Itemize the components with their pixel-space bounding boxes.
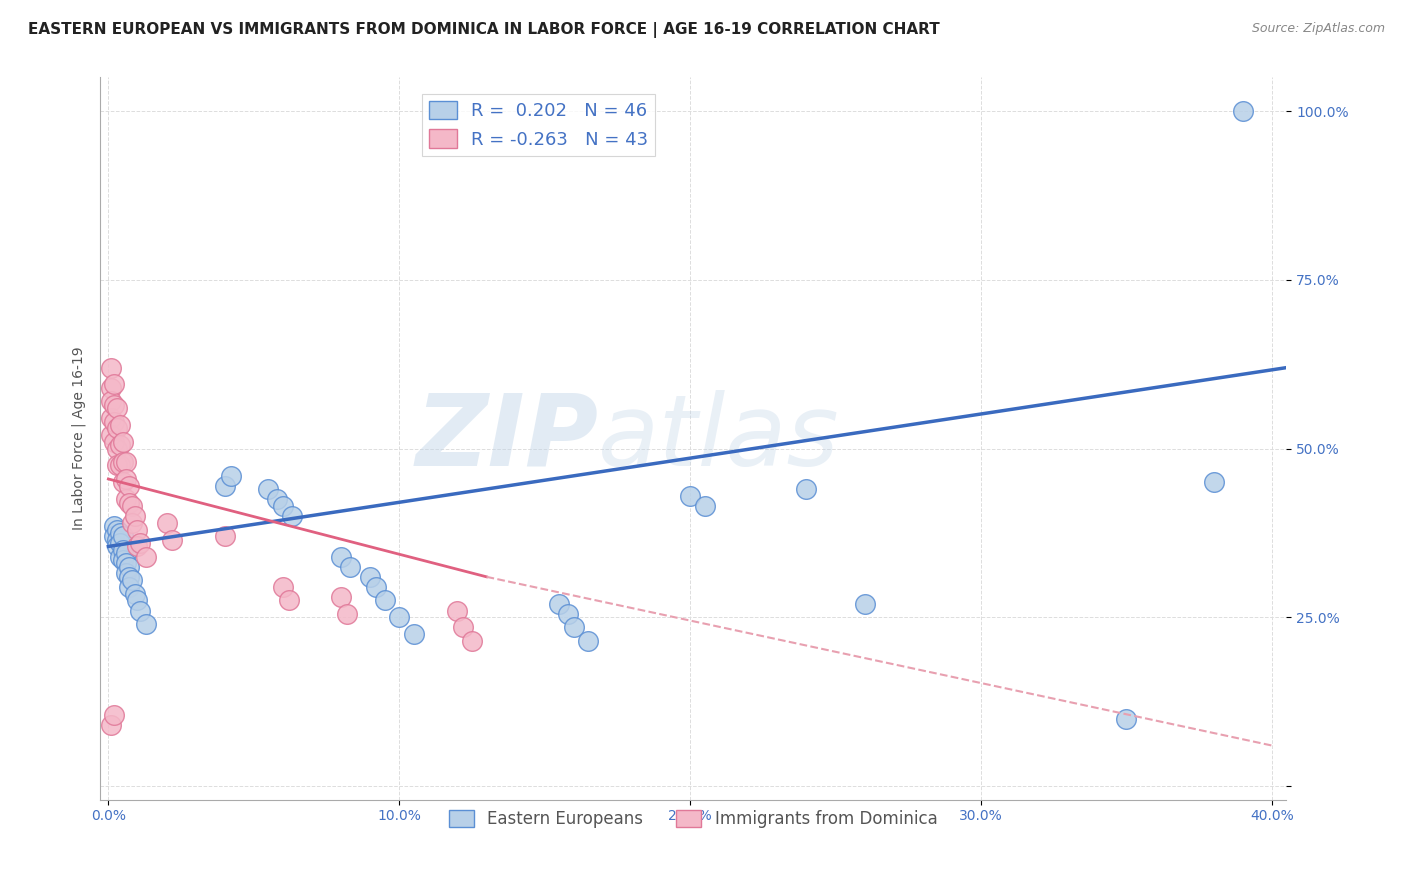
Point <box>111 529 134 543</box>
Point <box>114 566 136 581</box>
Point <box>1202 475 1225 490</box>
Point <box>693 499 716 513</box>
Point <box>105 540 128 554</box>
Point <box>100 718 122 732</box>
Point <box>103 434 125 449</box>
Point <box>364 580 387 594</box>
Point <box>100 428 122 442</box>
Y-axis label: In Labor Force | Age 16-19: In Labor Force | Age 16-19 <box>72 347 86 530</box>
Point <box>271 580 294 594</box>
Point <box>100 381 122 395</box>
Point <box>359 570 381 584</box>
Point <box>105 533 128 547</box>
Point <box>108 549 131 564</box>
Point <box>118 479 141 493</box>
Point <box>127 593 149 607</box>
Text: ZIP: ZIP <box>415 390 598 487</box>
Text: Source: ZipAtlas.com: Source: ZipAtlas.com <box>1251 22 1385 36</box>
Point <box>124 509 146 524</box>
Point <box>118 580 141 594</box>
Point <box>118 559 141 574</box>
Point <box>111 542 134 557</box>
Point <box>103 519 125 533</box>
Point <box>461 634 484 648</box>
Point <box>853 597 876 611</box>
Point <box>103 415 125 429</box>
Point <box>108 525 131 540</box>
Point <box>576 634 599 648</box>
Point <box>135 549 157 564</box>
Point <box>336 607 359 621</box>
Point <box>100 394 122 409</box>
Point <box>114 492 136 507</box>
Point <box>108 417 131 432</box>
Point <box>214 529 236 543</box>
Point <box>548 597 571 611</box>
Point <box>402 627 425 641</box>
Point <box>257 482 280 496</box>
Point <box>127 523 149 537</box>
Point <box>129 603 152 617</box>
Point <box>1232 104 1254 119</box>
Point <box>121 573 143 587</box>
Point <box>127 540 149 554</box>
Point <box>271 499 294 513</box>
Point <box>105 421 128 435</box>
Point <box>330 549 353 564</box>
Point <box>562 620 585 634</box>
Point <box>100 411 122 425</box>
Point <box>330 590 353 604</box>
Point <box>339 559 361 574</box>
Point <box>121 516 143 530</box>
Point <box>121 499 143 513</box>
Point <box>103 529 125 543</box>
Point <box>374 593 396 607</box>
Point <box>446 603 468 617</box>
Point <box>103 708 125 723</box>
Point <box>108 458 131 473</box>
Point <box>100 360 122 375</box>
Point <box>108 438 131 452</box>
Point <box>135 617 157 632</box>
Point <box>219 468 242 483</box>
Point <box>277 593 299 607</box>
Point <box>118 495 141 509</box>
Point <box>111 475 134 490</box>
Point <box>679 489 702 503</box>
Point <box>103 377 125 392</box>
Point <box>155 516 177 530</box>
Point <box>1115 712 1137 726</box>
Point <box>111 455 134 469</box>
Point <box>266 492 288 507</box>
Point <box>105 523 128 537</box>
Point <box>114 557 136 571</box>
Point <box>105 442 128 456</box>
Point <box>118 570 141 584</box>
Point <box>124 587 146 601</box>
Point <box>451 620 474 634</box>
Point <box>214 479 236 493</box>
Point <box>129 536 152 550</box>
Point <box>388 610 411 624</box>
Point <box>114 455 136 469</box>
Point <box>105 458 128 473</box>
Point <box>108 536 131 550</box>
Point <box>105 401 128 416</box>
Point <box>103 398 125 412</box>
Point <box>557 607 579 621</box>
Point <box>796 482 818 496</box>
Point <box>280 509 302 524</box>
Legend: Eastern Europeans, Immigrants from Dominica: Eastern Europeans, Immigrants from Domin… <box>441 803 943 835</box>
Text: atlas: atlas <box>598 390 839 487</box>
Point <box>114 472 136 486</box>
Point <box>162 533 184 547</box>
Text: EASTERN EUROPEAN VS IMMIGRANTS FROM DOMINICA IN LABOR FORCE | AGE 16-19 CORRELAT: EASTERN EUROPEAN VS IMMIGRANTS FROM DOMI… <box>28 22 939 38</box>
Point <box>114 546 136 560</box>
Point <box>111 434 134 449</box>
Point <box>111 553 134 567</box>
